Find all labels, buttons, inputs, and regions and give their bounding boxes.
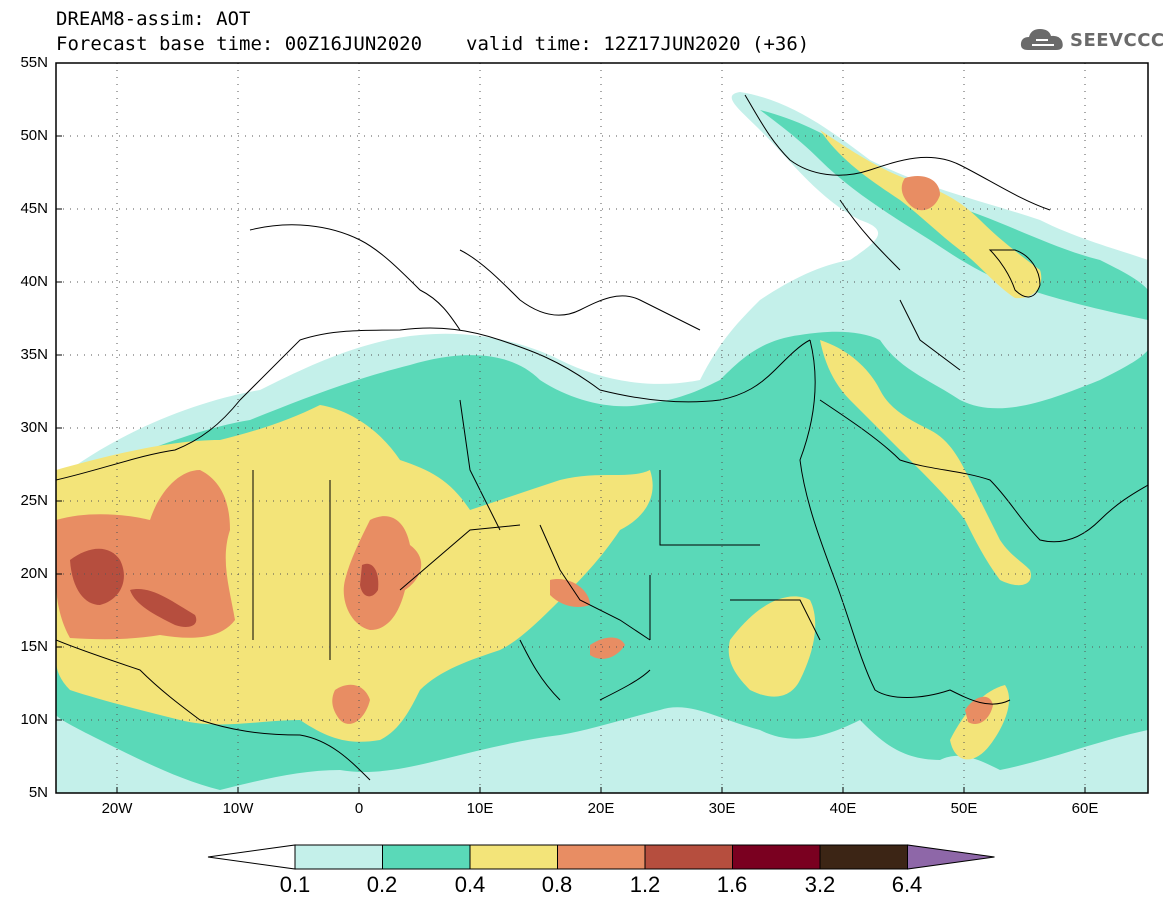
seevccc-logo: SEEVCCC <box>1018 24 1164 58</box>
coastlines <box>56 94 1148 781</box>
colorbar-label: 1.2 <box>629 872 661 897</box>
colorbar-label: 6.4 <box>891 872 923 897</box>
base-time: Forecast base time: 00Z16JUN2020 <box>56 33 423 55</box>
colorbar-label: 1.6 <box>716 872 748 897</box>
forecast-time-line: Forecast base time: 00Z16JUN2020 valid ti… <box>56 33 809 55</box>
aot-contour-0.4-arabia <box>820 340 1031 586</box>
lat-label: 10N <box>20 711 48 728</box>
graticule <box>56 63 1148 793</box>
lon-label: 20E <box>587 800 615 817</box>
axis-ticks <box>56 135 1086 793</box>
aot-contour-1.2 <box>70 548 124 605</box>
colorbar-label: 0.8 <box>541 872 573 897</box>
lon-label: 10W <box>222 800 254 817</box>
aot-contour-0.8-sudan <box>590 637 625 659</box>
cloud-icon <box>1020 29 1063 50</box>
lat-label: 30N <box>20 419 48 436</box>
aot-field <box>56 92 1148 793</box>
aot-contour-0.8-nigeria <box>332 684 370 724</box>
lat-label: 5N <box>28 784 48 801</box>
lon-label: 20W <box>101 800 133 817</box>
lat-label: 35N <box>20 346 48 363</box>
lat-label: 55N <box>20 54 48 71</box>
colorbar-label: 0.2 <box>366 872 398 897</box>
lat-label: 20N <box>20 565 48 582</box>
colorbar-label: 0.1 <box>279 872 311 897</box>
lon-label: 50E <box>950 800 978 817</box>
lon-label: 60E <box>1071 800 1099 817</box>
aot-contour-1.2-mali <box>360 563 379 597</box>
aot-contour-1.2-w <box>130 589 197 627</box>
lat-label: 40N <box>20 273 48 290</box>
aot-contour-0.8-caspian <box>901 175 940 211</box>
logo-text: SEEVCCC <box>1070 30 1165 51</box>
lon-label: 40E <box>829 800 857 817</box>
lon-label: 30E <box>708 800 736 817</box>
lon-label: 10E <box>466 800 494 817</box>
lat-label: 25N <box>20 492 48 509</box>
lat-label: 50N <box>20 127 48 144</box>
lon-label: 0 <box>354 800 364 817</box>
aot-contour-0.4-caspian <box>820 130 1042 299</box>
map-title: DREAM8-assim: AOT <box>56 8 251 30</box>
aot-contour-0.4-sudan <box>728 596 816 697</box>
lat-label: 45N <box>20 200 48 217</box>
colorbar-label: 0.4 <box>454 872 486 897</box>
lat-label: 15N <box>20 638 48 655</box>
colorbar-label: 3.2 <box>804 872 836 897</box>
valid-time: valid time: 12Z17JUN2020 (+36) <box>466 33 810 55</box>
aot-contour-0.8-mali <box>343 516 422 630</box>
